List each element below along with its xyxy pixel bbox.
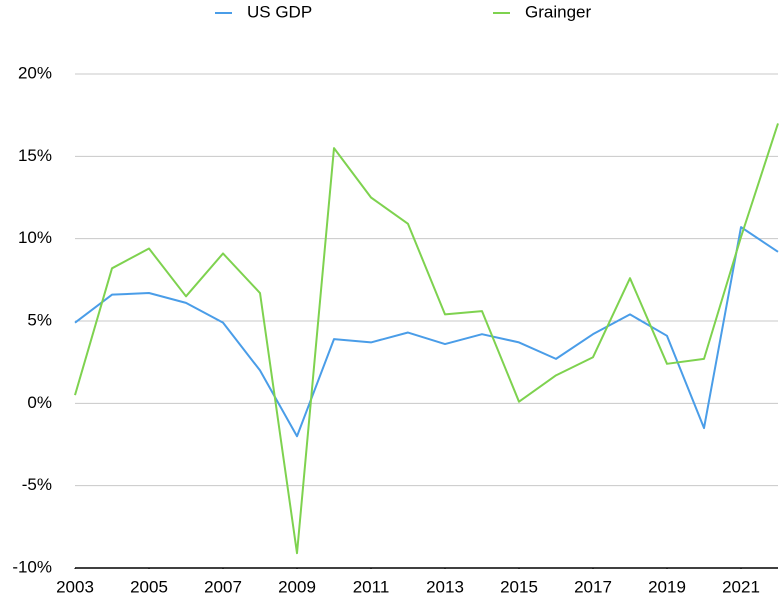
y-tick-label: 20%	[18, 63, 52, 82]
x-tick-label: 2007	[204, 577, 242, 596]
y-tick-label: 15%	[18, 146, 52, 165]
y-tick-label: 10%	[18, 228, 52, 247]
series-line	[74, 123, 779, 555]
y-tick-label: 0%	[27, 393, 52, 412]
x-tick-label: 2005	[130, 577, 168, 596]
y-tick-label: 5%	[27, 310, 52, 329]
legend-label: Grainger	[525, 2, 591, 21]
y-tick-label: -10%	[12, 557, 52, 576]
x-tick-label: 2017	[574, 577, 612, 596]
x-tick-label: 2003	[56, 577, 94, 596]
x-tick-label: 2013	[426, 577, 464, 596]
y-tick-label: -5%	[22, 475, 52, 494]
x-tick-label: 2019	[648, 577, 686, 596]
x-tick-label: 2009	[278, 577, 316, 596]
legend-label: US GDP	[247, 2, 312, 21]
series-line	[74, 226, 779, 438]
x-tick-label: 2015	[500, 577, 538, 596]
x-tick-label: 2021	[722, 577, 760, 596]
x-tick-label: 2011	[353, 577, 390, 596]
